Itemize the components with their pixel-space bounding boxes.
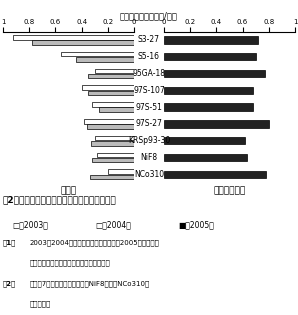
Bar [97,152,134,157]
Bar [32,40,134,45]
Bar [92,158,134,163]
Text: 97S-107: 97S-107 [133,86,165,95]
Text: □：2003年: □：2003年 [12,220,48,230]
Bar [61,52,134,56]
Text: 上から7系統は種間雑種系統、NiF8およびNCo310は: 上から7系統は種間雑種系統、NiF8およびNCo310は [30,280,150,287]
Text: ■：2005年: ■：2005年 [179,220,215,230]
Text: 97S-27: 97S-27 [136,119,162,129]
Bar [164,170,266,178]
Text: S5-16: S5-16 [138,52,160,61]
Bar [89,175,134,179]
Text: 注1）: 注1） [3,239,16,246]
Bar [87,124,134,129]
Text: 落水した水田: 落水した水田 [213,186,246,195]
Text: NCo310: NCo310 [134,170,164,179]
Bar [164,154,246,161]
Bar [164,53,256,60]
Bar [99,107,134,112]
Bar [76,57,134,62]
Bar [91,141,134,146]
Text: 95GA-18: 95GA-18 [133,69,165,78]
Text: 2003、2004年は水田を湛水状態とし、2005年は植付け: 2003、2004年は水田を湛水状態とし、2005年は植付け [30,239,160,246]
Text: KRSp93-30: KRSp93-30 [128,136,170,145]
Text: １ヵ月後に暗渠を閉じた状態で落水した。: １ヵ月後に暗渠を閉じた状態で落水した。 [30,260,111,266]
Bar [164,137,245,145]
Text: S3-27: S3-27 [138,35,160,44]
Bar [88,90,134,95]
Bar [84,119,134,124]
Text: 乾物収量比　（水田/畑）: 乾物収量比 （水田/畑） [120,11,178,20]
Text: 湛水田: 湛水田 [60,186,77,195]
Bar [13,35,134,40]
Bar [164,70,265,77]
Bar [88,74,134,78]
Bar [95,69,134,73]
Text: 注2）: 注2） [3,280,16,287]
Bar [164,120,269,128]
Bar [95,136,134,140]
Bar [92,102,134,107]
Bar [82,85,134,90]
Text: 派培品種。: 派培品種。 [30,301,51,307]
Text: NiF8: NiF8 [140,153,158,162]
Bar [108,169,134,174]
Bar [164,87,253,94]
Bar [164,103,253,111]
Text: 97S-51: 97S-51 [136,103,162,112]
Text: 図2　畑乾物収量に対する水田乾物収量の割合: 図2 畑乾物収量に対する水田乾物収量の割合 [3,195,117,204]
Bar [164,36,258,44]
Text: □：2004年: □：2004年 [95,220,131,230]
